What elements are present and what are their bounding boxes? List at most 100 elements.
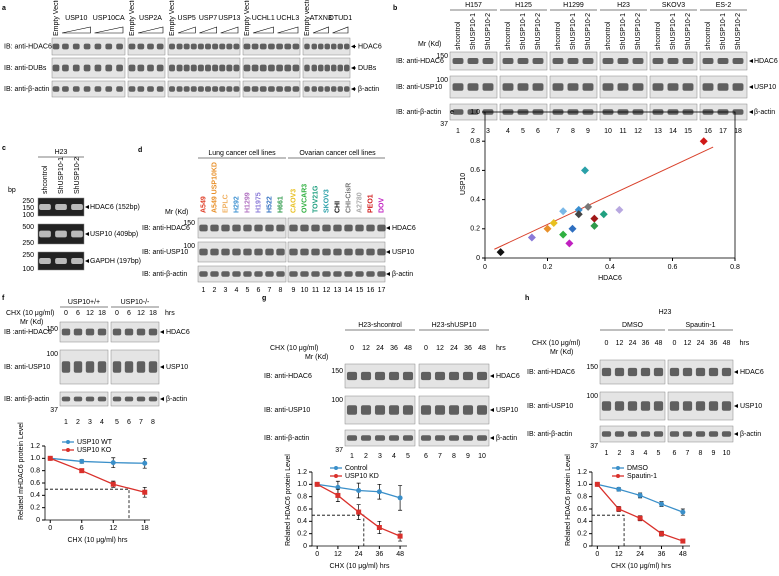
point xyxy=(356,509,362,515)
legend-label: Control xyxy=(345,465,368,472)
band xyxy=(467,109,479,115)
band xyxy=(360,371,372,381)
legend-marker xyxy=(334,474,338,478)
band xyxy=(333,224,342,232)
row-label: IB: anti-HDAC6 xyxy=(4,43,52,50)
band xyxy=(190,43,197,50)
legend-marker xyxy=(334,466,338,470)
cell-line: H23 xyxy=(659,309,672,316)
point xyxy=(314,481,320,487)
band xyxy=(169,43,175,50)
point xyxy=(637,492,643,498)
band xyxy=(434,371,446,381)
band xyxy=(482,83,494,91)
y-axis-label: Related mHDAC6 protein Level xyxy=(18,422,25,520)
marker: 250 xyxy=(22,198,34,205)
arrowhead xyxy=(386,226,390,230)
band xyxy=(137,64,145,72)
lane-number: 8 xyxy=(452,453,456,460)
band xyxy=(136,328,146,336)
band xyxy=(502,57,514,65)
band xyxy=(289,224,298,232)
x-tick-label: 6 xyxy=(80,525,84,532)
row-label: IB: anti-HDAC6 xyxy=(396,58,444,65)
row-label: IB :anti-HDAC6 xyxy=(4,329,52,336)
band xyxy=(147,43,154,50)
band xyxy=(652,83,664,91)
time-label: 12 xyxy=(616,340,624,347)
band-label: DUBs xyxy=(358,65,377,72)
lane-label: ShUSP10-2 xyxy=(585,13,592,50)
lane-number: 3 xyxy=(631,450,635,457)
band xyxy=(243,64,251,72)
lane-number: 8 xyxy=(279,287,283,294)
band xyxy=(190,64,197,72)
band xyxy=(311,64,317,72)
band xyxy=(669,367,680,377)
time-label: 12 xyxy=(436,345,444,352)
marker: 100 xyxy=(586,393,598,400)
point xyxy=(496,248,505,257)
lane-label: USP10CA xyxy=(93,15,125,22)
band xyxy=(221,224,230,232)
band xyxy=(226,43,233,50)
band xyxy=(462,371,474,381)
band xyxy=(702,57,714,65)
lane-label: H661 xyxy=(277,196,284,213)
cell-line: ES-2 xyxy=(716,2,732,9)
band xyxy=(653,401,664,411)
band xyxy=(601,431,612,437)
band xyxy=(337,43,343,50)
band xyxy=(136,361,146,373)
band xyxy=(732,57,744,65)
half-life-line xyxy=(312,514,365,546)
band xyxy=(552,83,564,91)
band xyxy=(116,86,123,92)
band xyxy=(452,83,464,91)
band xyxy=(355,271,364,277)
band xyxy=(517,57,529,65)
band-label: HDAC6 xyxy=(754,58,778,65)
point xyxy=(376,525,382,530)
cell-line: H23 xyxy=(55,149,68,156)
legend-marker xyxy=(66,448,70,452)
band xyxy=(346,405,358,415)
band xyxy=(695,401,706,411)
band xyxy=(324,86,330,92)
band xyxy=(39,257,51,265)
y-tick-label: 0.2 xyxy=(577,531,587,538)
y-tick-label: 0 xyxy=(303,543,307,550)
lane-number: 14 xyxy=(345,287,353,294)
band xyxy=(388,405,400,415)
row-label: IB: anti-β-actin xyxy=(142,271,187,278)
band xyxy=(116,43,123,50)
band xyxy=(360,435,372,441)
arrowhead xyxy=(386,250,390,254)
band xyxy=(322,248,331,256)
band-label: USP10 xyxy=(754,84,776,91)
time-label: 6 xyxy=(127,310,131,317)
band xyxy=(702,83,714,91)
band xyxy=(476,435,488,441)
band-label: USP10 (409bp) xyxy=(90,231,138,238)
y-tick-label: 1.2 xyxy=(30,443,40,450)
band xyxy=(682,367,693,377)
band xyxy=(322,224,331,232)
y-tick-label: 1.0 xyxy=(30,455,40,462)
group-label: USP10+/+ xyxy=(68,299,100,306)
lane-number: 6 xyxy=(127,419,131,426)
lane-number: 5 xyxy=(115,419,119,426)
group-label: Spautin-1 xyxy=(686,322,716,329)
lane-number: 4 xyxy=(644,450,648,457)
band xyxy=(304,86,310,92)
band xyxy=(183,86,190,92)
lane-label: USP13 xyxy=(218,15,240,22)
band xyxy=(112,361,122,373)
blot xyxy=(110,391,160,407)
band xyxy=(355,248,364,256)
band xyxy=(71,230,83,238)
band xyxy=(210,224,219,232)
band xyxy=(55,257,67,265)
lane-number: 8 xyxy=(571,128,575,135)
band xyxy=(156,64,164,72)
